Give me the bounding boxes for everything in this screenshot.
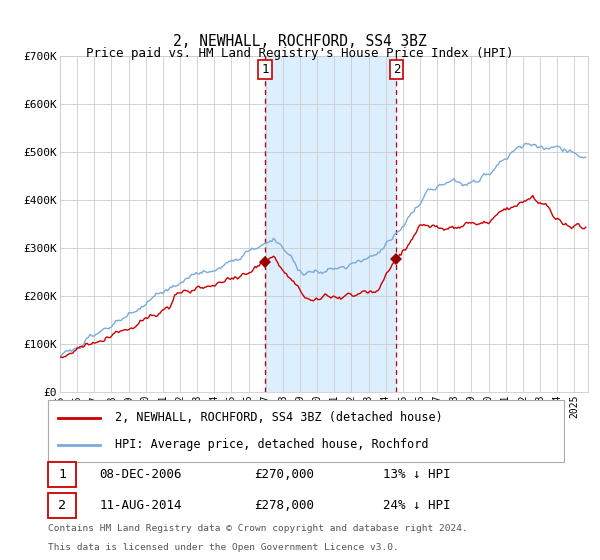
- FancyBboxPatch shape: [48, 400, 564, 462]
- Text: 2, NEWHALL, ROCHFORD, SS4 3BZ (detached house): 2, NEWHALL, ROCHFORD, SS4 3BZ (detached …: [115, 411, 443, 424]
- Text: Price paid vs. HM Land Registry's House Price Index (HPI): Price paid vs. HM Land Registry's House …: [86, 46, 514, 60]
- Text: 2: 2: [58, 499, 67, 512]
- Text: This data is licensed under the Open Government Licence v3.0.: This data is licensed under the Open Gov…: [48, 543, 399, 552]
- Text: £278,000: £278,000: [254, 499, 314, 512]
- Text: Contains HM Land Registry data © Crown copyright and database right 2024.: Contains HM Land Registry data © Crown c…: [48, 524, 468, 534]
- Text: 08-DEC-2006: 08-DEC-2006: [100, 468, 182, 481]
- Text: 11-AUG-2014: 11-AUG-2014: [100, 499, 182, 512]
- Text: 2: 2: [392, 63, 400, 76]
- FancyBboxPatch shape: [48, 462, 76, 487]
- Text: 1: 1: [261, 63, 269, 76]
- FancyBboxPatch shape: [48, 493, 76, 518]
- Text: HPI: Average price, detached house, Rochford: HPI: Average price, detached house, Roch…: [115, 438, 428, 451]
- Text: 1: 1: [58, 468, 67, 481]
- Text: £270,000: £270,000: [254, 468, 314, 481]
- Text: 13% ↓ HPI: 13% ↓ HPI: [383, 468, 451, 481]
- Text: 2, NEWHALL, ROCHFORD, SS4 3BZ: 2, NEWHALL, ROCHFORD, SS4 3BZ: [173, 35, 427, 49]
- Bar: [265, 56, 397, 392]
- Text: 24% ↓ HPI: 24% ↓ HPI: [383, 499, 451, 512]
